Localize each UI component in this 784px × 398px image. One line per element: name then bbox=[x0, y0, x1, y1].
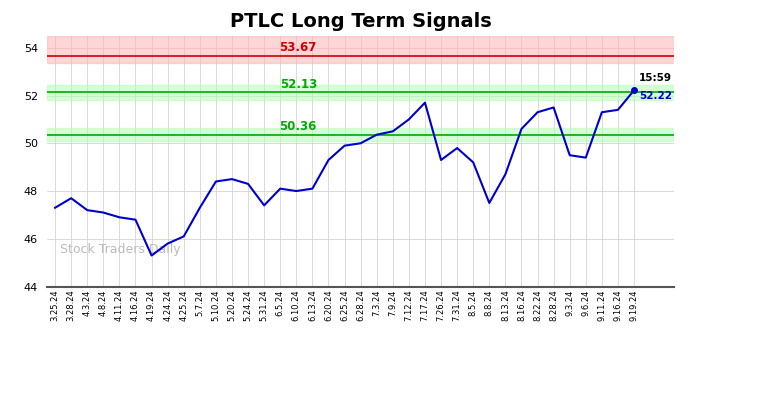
Text: 50.36: 50.36 bbox=[280, 120, 317, 133]
Bar bbox=[47, 36, 674, 63]
Text: 15:59: 15:59 bbox=[639, 72, 672, 83]
Text: 52.22: 52.22 bbox=[639, 92, 672, 101]
Text: Stock Traders Daily: Stock Traders Daily bbox=[60, 244, 180, 256]
Title: PTLC Long Term Signals: PTLC Long Term Signals bbox=[230, 12, 492, 31]
Bar bbox=[47, 86, 674, 100]
Text: 53.67: 53.67 bbox=[280, 41, 317, 54]
Bar bbox=[47, 127, 674, 141]
Text: 52.13: 52.13 bbox=[280, 78, 317, 91]
